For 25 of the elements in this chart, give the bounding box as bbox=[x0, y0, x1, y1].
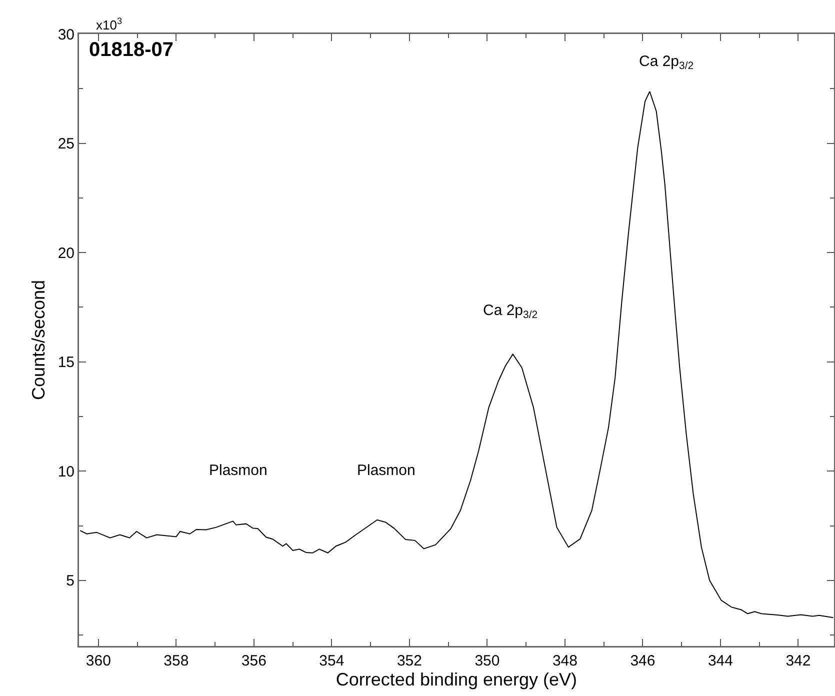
y-tick-label: 30 bbox=[58, 26, 74, 44]
x-tick-label: 346 bbox=[630, 652, 656, 670]
text: x10$^{3}$ bbox=[96, 16, 122, 32]
x-tick-label: 348 bbox=[552, 652, 578, 670]
annotation: Plasmon bbox=[357, 462, 416, 479]
line-series bbox=[80, 90, 834, 618]
annotation: Ca 2p$_{3/2}$ bbox=[483, 302, 538, 322]
x-tick-label: 352 bbox=[396, 652, 422, 670]
y-tick-label: 15 bbox=[58, 354, 74, 372]
y-tick-label: 20 bbox=[58, 244, 74, 262]
x-tick-label: 358 bbox=[164, 652, 189, 670]
y-tick-label: 5 bbox=[66, 572, 74, 590]
x-tick-label: 354 bbox=[319, 652, 344, 670]
x-tick-label: 360 bbox=[86, 652, 111, 670]
y-tick-label: 10 bbox=[58, 463, 74, 480]
annotation: Plasmon bbox=[209, 462, 268, 479]
annotation: Ca 2p$_{3/2}$ bbox=[639, 53, 694, 72]
x-tick-label: 356 bbox=[241, 652, 266, 670]
x-axis-title: Corrected binding energy (eV) bbox=[336, 670, 578, 690]
y-tick-label: 25 bbox=[58, 136, 74, 153]
x-tick-label: 344 bbox=[708, 652, 733, 670]
chart-title: 01818-07 bbox=[89, 39, 174, 61]
y-axis-title: Counts/second bbox=[28, 280, 48, 400]
x-tick-label: 342 bbox=[786, 652, 811, 670]
x-tick-label: 350 bbox=[474, 652, 500, 670]
